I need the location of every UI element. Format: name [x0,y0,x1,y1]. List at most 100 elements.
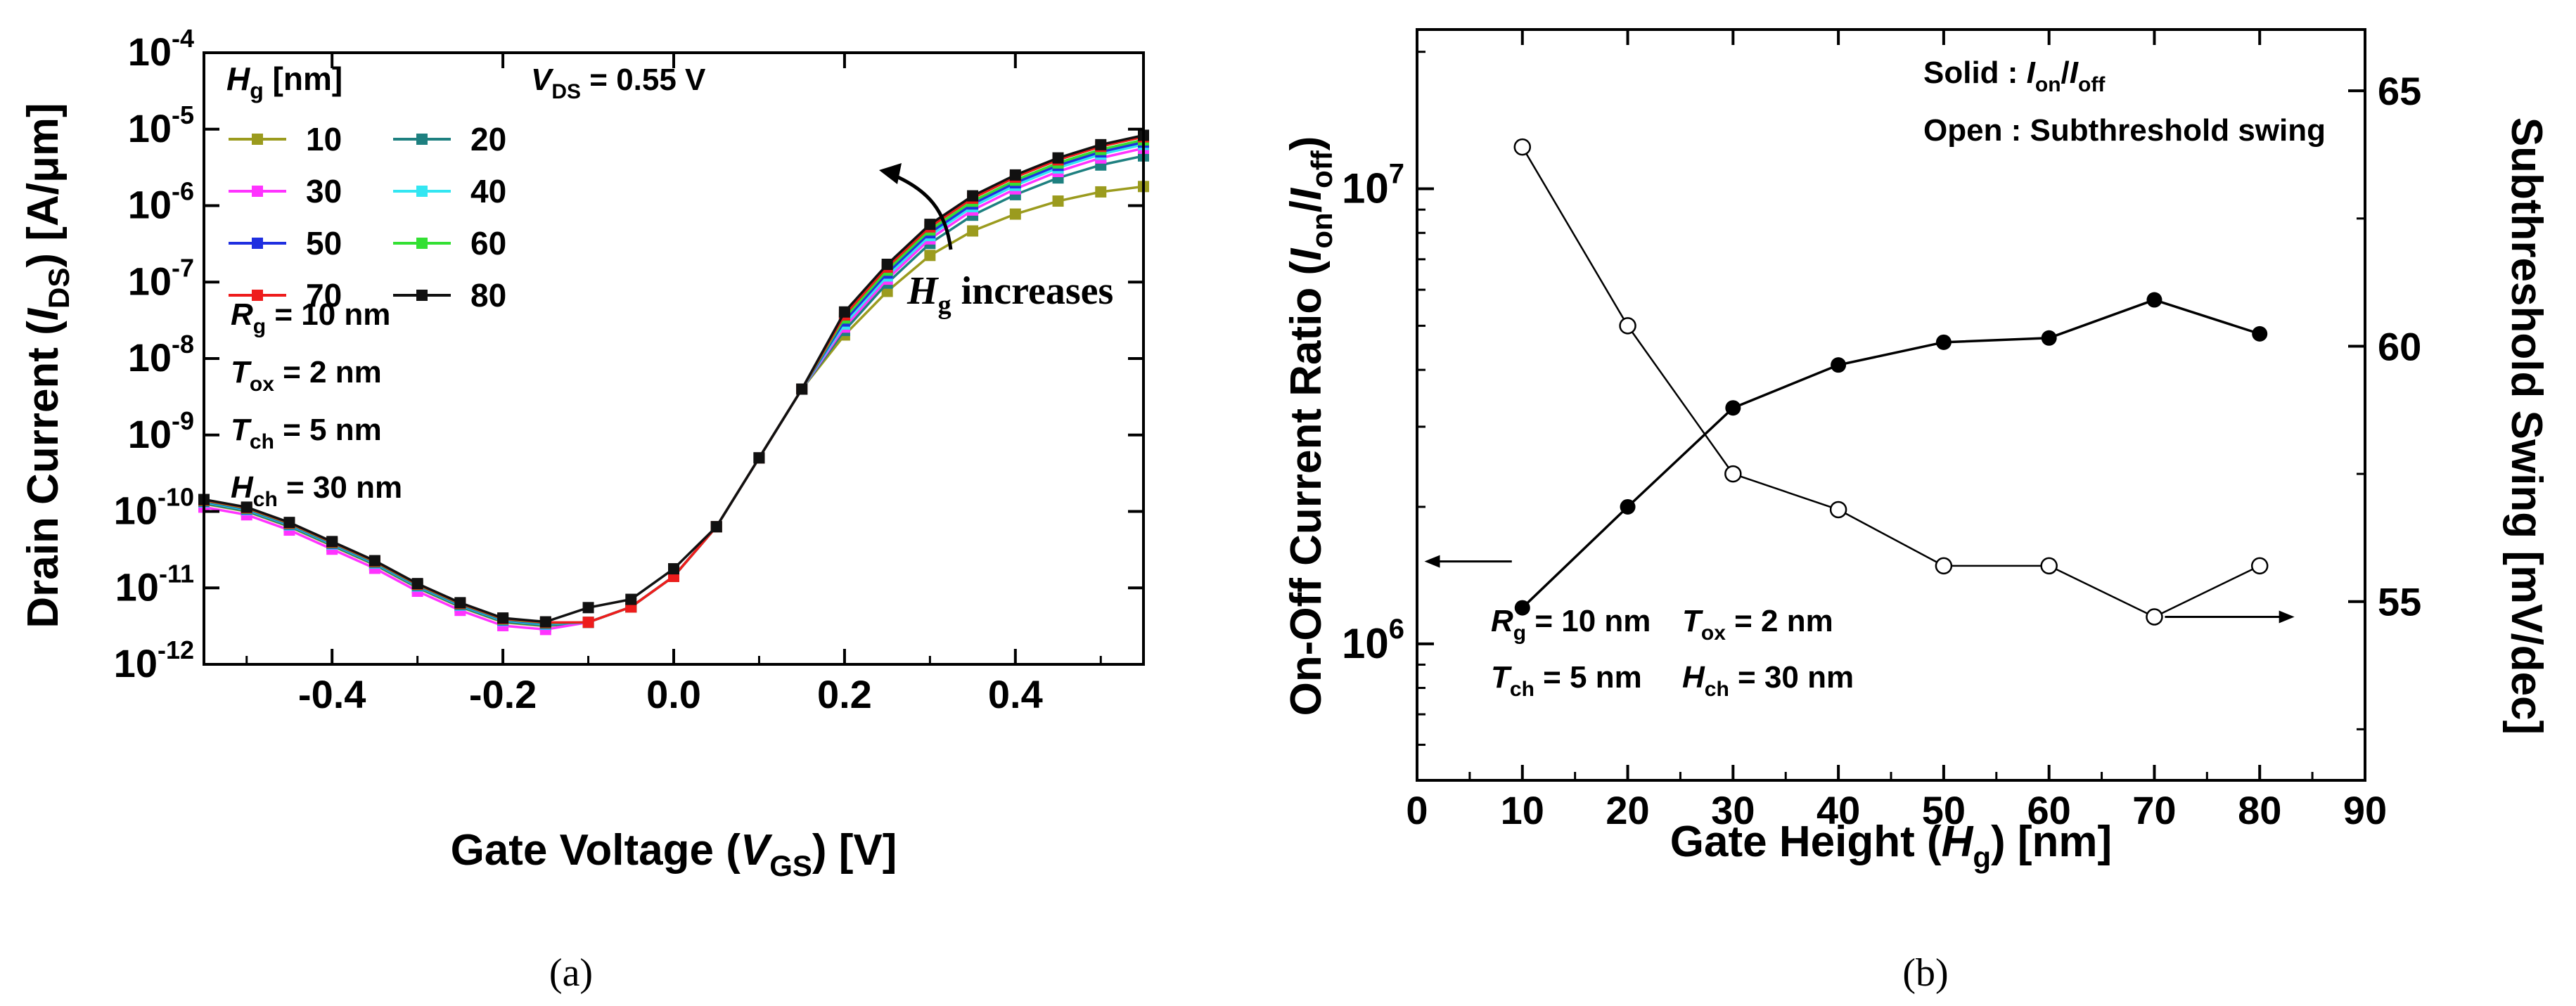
legend-label-60: 60 [470,225,506,262]
text-span: R [231,297,253,332]
param-b-0: Rg = 10 nm [1491,604,1651,645]
text-span: H [1682,660,1705,695]
panel-label-a: (a) [549,951,593,995]
y2-axis-label-b: Subthreshold Swing [mV/dec] [2502,117,2551,735]
text-span: On-Off Current Ratio ( [1282,261,1331,716]
legend-label-40: 40 [470,173,506,209]
x-tick-label-b: 80 [2238,788,2281,832]
legend-marker-60 [416,238,428,249]
marker-hg-80-10 [625,593,637,605]
text-span: R [1491,604,1513,638]
text-span: g [1513,621,1526,645]
text-span: I [1282,187,1331,200]
y-tick-label-a: 10-12 [114,636,194,685]
text-span: on [2035,73,2061,96]
marker-b-70 [2146,608,2163,626]
marker-hg-80-9 [582,602,594,614]
y-tick-label-b: 107 [1342,159,1404,212]
legend-label-80: 80 [470,277,506,314]
text-span: H [906,269,939,313]
text-span: V [531,63,554,97]
y-tick-base: 10 [128,335,172,380]
legend-label-30: 30 [306,173,342,209]
text-span: ) [A/μm] [19,103,68,267]
marker-hg-80-8 [539,616,551,628]
legend-label-70: 70 [306,277,342,314]
text-span: / [2061,56,2070,90]
legend-label-50: 50 [306,225,342,262]
text-span: Gate Height ( [1670,818,1942,866]
legend-marker-70 [252,290,263,301]
x-tick-label-a: 0.4 [988,672,1043,716]
marker-b-40 [1831,357,1847,373]
text-span: T [1491,660,1512,695]
param-b-1: Tox = 2 nm [1682,604,1833,645]
y-tick-base: 10 [128,30,172,74]
text-span: DS [551,80,581,103]
y-tick-exponent: -9 [172,406,194,435]
text-span: ch [1705,678,1729,701]
axis-indicator-arrows [1424,555,2295,624]
y-tick-exponent: -7 [172,253,194,282]
legend-title-a: Hg [nm] [226,60,342,103]
x-axis-label-a: Gate Voltage (VGS) [V] [451,826,897,882]
panel-label-b: (b) [1902,951,1948,995]
marker-b-80 [2252,325,2268,342]
series-line-b [1521,298,2260,609]
text-span: = 10 nm [266,297,390,332]
y-tick-exponent: -5 [172,101,194,129]
text-span: T [231,355,252,389]
legend-marker-40 [416,186,428,197]
y-tick-base: 10 [128,259,172,303]
marker-b-10 [1513,138,1532,156]
x-tick-label-b: 20 [1606,788,1649,832]
text-span: I [1282,247,1331,261]
text-span: increases [951,269,1114,313]
y-tick-label-a: 10-5 [128,101,194,150]
series-on-off-ratio [1514,292,2268,616]
y-tick-exponent: -12 [158,636,194,664]
legend-marker-20 [416,134,428,145]
x-tick-label-b: 0 [1406,788,1428,832]
marker-hg-80-13 [753,452,765,464]
marker-hg-80-3 [326,536,338,548]
y-tick-base: 10 [114,489,158,533]
legend-label-20: 20 [470,121,506,157]
y-tick-base: 10 [128,106,172,150]
marker-hg-80-18 [967,190,979,202]
x-tick-label-a: 0.0 [646,672,701,716]
text-span: ox [1701,621,1726,645]
y-tick-label-a: 10-7 [128,253,194,303]
series-line-b [1521,146,2260,618]
right-axis-arrowhead [2279,610,2295,624]
text-span: g [253,315,266,338]
y-axis-label-b: On-Off Current Ratio (Ion/Ioff) [1282,136,1338,716]
marker-b-20 [1619,317,1636,335]
marker-hg-80-11 [668,563,679,575]
y-axis-label-a: Drain Current (IDS) [A/μm] [19,103,75,628]
marker-hg-10-18 [967,225,979,237]
marker-hg-80-17 [924,219,936,231]
chart-a: -0.4 -0.2 0.0 0.2 0.410-410-510-610-710-810-… [19,24,1149,882]
y-tick-base: 10 [1342,620,1389,667]
text-span: = 10 nm [1526,604,1651,638]
x-tick-label-a: -0.2 [469,672,537,716]
marker-hg-80-5 [411,578,423,590]
text-span: H [226,60,250,97]
legend-label-10: 10 [306,121,342,157]
x-tick-label-b: 50 [1922,788,1966,832]
marker-hg-80-19 [1009,169,1021,181]
x-tick-label-b: 10 [1501,788,1544,832]
x-tick-label-b: 70 [2132,788,2176,832]
text-span: ) [V] [812,826,897,875]
y-tick-label-a: 10-9 [128,406,194,456]
param-a-2: Tch = 5 nm [231,413,382,453]
text-span: = 30 nm [278,470,402,505]
marker-b-80 [2250,557,2269,575]
vds-note-a: VDS = 0.55 V [531,63,706,103]
text-span: off [2078,73,2106,96]
text-span: = 5 nm [274,413,382,447]
series-hg-80 [198,129,1149,628]
